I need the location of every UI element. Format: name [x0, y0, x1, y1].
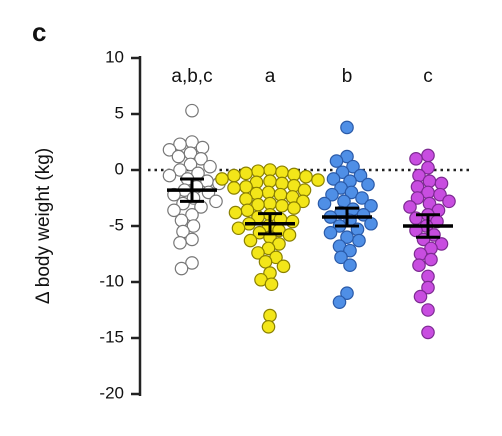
data-point: [263, 163, 277, 177]
data-point: [282, 228, 297, 242]
data-point: [183, 157, 198, 172]
data-point: [174, 213, 189, 228]
data-point: [343, 258, 357, 272]
data-point: [340, 120, 354, 135]
data-point: [421, 303, 435, 317]
data-point: [355, 191, 369, 205]
data-point: [239, 166, 253, 181]
data-point: [287, 167, 301, 182]
panel-label: c: [32, 17, 46, 47]
data-point: [251, 246, 265, 260]
data-point: [273, 187, 288, 202]
data-point: [340, 286, 354, 300]
data-point: [243, 233, 258, 248]
data-point: [228, 205, 243, 220]
data-point: [434, 176, 449, 191]
data-point: [413, 289, 428, 304]
data-point: [421, 280, 435, 295]
data-point: [195, 140, 210, 155]
data-point: [311, 173, 325, 187]
y-tick-label: -10: [99, 271, 124, 290]
data-point: [421, 160, 435, 175]
data-point: [332, 295, 347, 309]
y-tick-label: 0: [115, 159, 124, 178]
data-point: [424, 252, 438, 267]
data-point: [275, 176, 289, 191]
y-tick-label: 5: [115, 103, 124, 122]
data-point: [162, 143, 177, 157]
data-point: [171, 149, 186, 164]
data-point: [433, 187, 447, 202]
data-point: [261, 319, 276, 334]
data-point: [185, 232, 199, 247]
data-point: [167, 203, 181, 218]
y-axis-label: Δ body weight (kg): [33, 148, 54, 304]
data-point: [403, 200, 417, 214]
data-point: [442, 194, 456, 209]
data-point: [258, 255, 273, 269]
group-label: a,b,c: [171, 66, 212, 87]
data-point: [326, 172, 341, 186]
data-point: [209, 194, 223, 209]
data-point: [343, 243, 357, 258]
data-point: [185, 103, 199, 118]
data-point: [203, 159, 217, 174]
group-label: a: [265, 66, 276, 87]
y-tick-label: -20: [99, 383, 124, 402]
y-tick-label: -5: [109, 215, 124, 234]
data-point: [422, 174, 437, 188]
y-tick-label: 10: [105, 47, 124, 66]
data-point: [346, 159, 360, 174]
data-point: [263, 308, 277, 323]
data-point: [227, 181, 241, 195]
data-point: [353, 168, 368, 183]
data-point: [239, 192, 253, 206]
data-point: [323, 225, 338, 240]
data-point: [297, 183, 312, 197]
data-point: [162, 168, 177, 183]
data-point: [215, 172, 229, 186]
data-point: [421, 269, 435, 284]
data-point: [275, 165, 289, 180]
data-point: [264, 277, 279, 292]
data-point: [364, 199, 378, 213]
data-point: [409, 152, 423, 166]
data-point: [227, 168, 241, 183]
data-point: [344, 185, 359, 200]
data-point: [325, 187, 339, 202]
data-point: [421, 148, 435, 163]
data-point: [421, 325, 435, 340]
data-point: [263, 196, 277, 211]
data-point: [231, 221, 246, 236]
data-point: [317, 196, 332, 211]
data-point: [185, 256, 199, 270]
data-point: [334, 250, 348, 265]
data-point: [174, 261, 189, 276]
data-point: [173, 163, 187, 177]
data-point: [186, 219, 201, 233]
data-point: [263, 174, 277, 188]
data-point: [352, 233, 366, 248]
data-point: [251, 164, 265, 178]
data-point: [329, 154, 344, 168]
data-point: [364, 216, 378, 231]
data-point: [412, 258, 426, 272]
data-point: [285, 214, 300, 229]
data-point: [275, 199, 289, 213]
data-point: [299, 169, 313, 184]
data-point: [173, 236, 187, 250]
y-tick-label: -15: [99, 327, 124, 346]
data-point: [296, 194, 310, 209]
data-point: [276, 259, 291, 274]
data-point: [410, 191, 425, 205]
data-point: [287, 201, 301, 215]
data-point: [361, 177, 375, 192]
data-point: [335, 165, 350, 180]
data-point: [261, 185, 276, 200]
group-label: b: [342, 66, 353, 87]
group-label: c: [423, 66, 433, 87]
data-point: [194, 152, 208, 166]
